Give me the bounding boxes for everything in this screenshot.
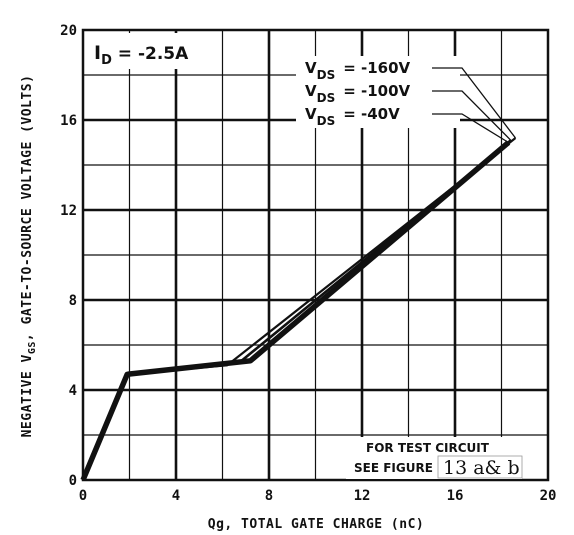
x-tick-label: 4: [172, 488, 180, 504]
condition-label: ID = -2.5A: [94, 42, 189, 68]
y-tick-label: 12: [60, 203, 77, 219]
x-tick-label: 12: [354, 488, 371, 504]
y-tick-label: 8: [69, 293, 77, 309]
legend-leader: [432, 67, 517, 139]
x-tick-label: 8: [265, 488, 273, 504]
condition-backdrop: [86, 33, 198, 69]
legend-leader: [432, 113, 509, 144]
y-axis-label: NEGATIVE VGS, GATE-TO-SOURCE VOLTAGE (VO…: [20, 75, 38, 438]
series-layer: [80, 137, 517, 482]
x-axis-label: Qg, TOTAL GATE CHARGE (nC): [208, 517, 425, 532]
note-line2: SEE FIGURE: [354, 461, 433, 475]
x-tick-label: 16: [447, 488, 464, 504]
y-tick-label: 20: [60, 23, 77, 39]
series-line: [80, 140, 511, 482]
figure-ref-box: [437, 455, 523, 479]
x-tick-label: 20: [540, 488, 557, 504]
figure-ref: 13 a& b: [443, 457, 520, 479]
legend-leader: [432, 90, 512, 141]
y-tick-label: 4: [69, 383, 77, 399]
legend-label: VDS = -100V: [305, 82, 411, 105]
plot-frame: [81, 28, 550, 482]
y-tick-label: 0: [69, 473, 77, 489]
tick-labels: 0 4 8 12 16 20 0 4 8 12 16 20: [60, 23, 556, 504]
legend-label: VDS = -160V: [305, 59, 411, 82]
legend-label: VDS = -40V: [305, 105, 400, 128]
note-line1: FOR TEST CIRCUIT: [366, 441, 490, 455]
x-tick-label: 0: [79, 488, 87, 504]
y-tick-label: 16: [60, 113, 77, 129]
